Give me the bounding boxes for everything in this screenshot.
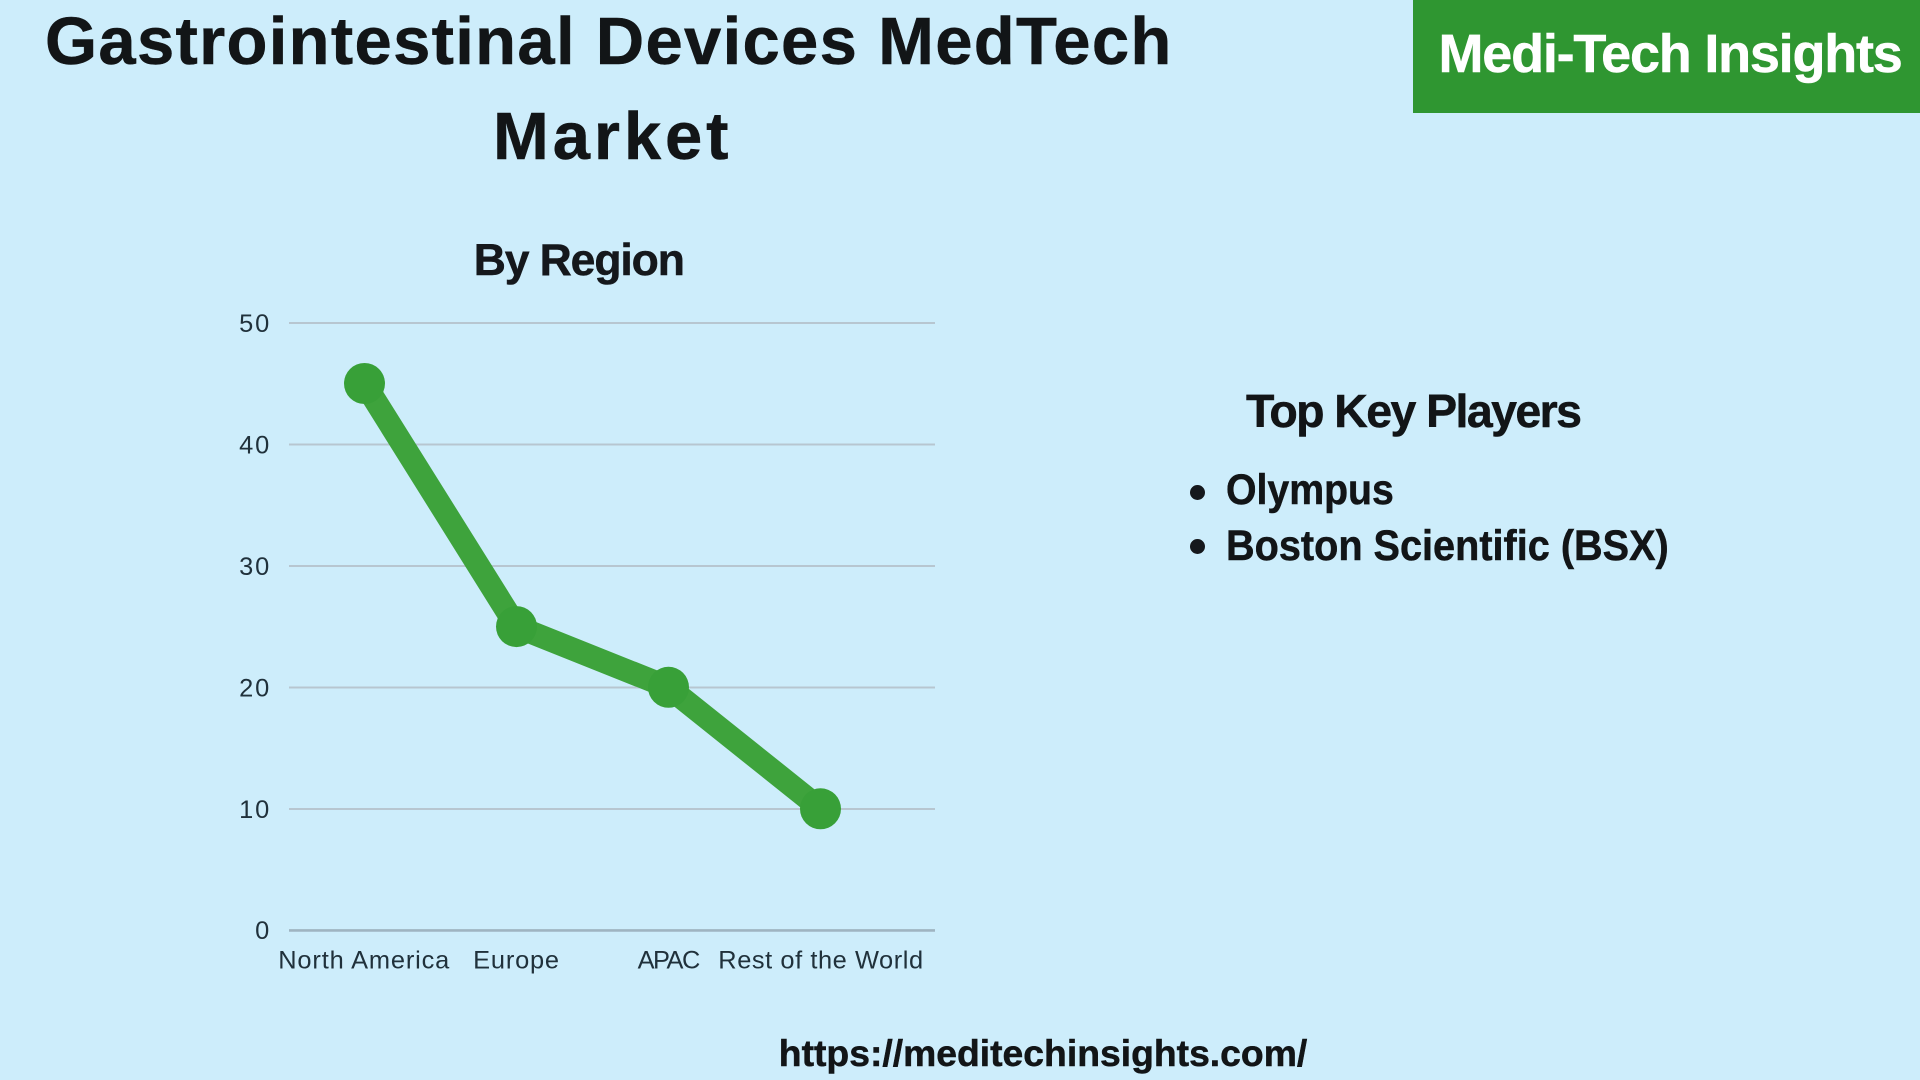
svg-text:30: 30: [239, 553, 271, 581]
svg-text:40: 40: [239, 431, 271, 459]
svg-text:North America: North America: [278, 946, 450, 974]
svg-text:Rest of the World: Rest of the World: [718, 946, 923, 974]
svg-text:APAC: APAC: [638, 946, 700, 974]
svg-text:Europe: Europe: [473, 946, 560, 974]
svg-text:10: 10: [239, 796, 271, 824]
svg-text:50: 50: [239, 310, 271, 338]
svg-text:0: 0: [255, 917, 271, 945]
svg-text:20: 20: [239, 674, 271, 702]
